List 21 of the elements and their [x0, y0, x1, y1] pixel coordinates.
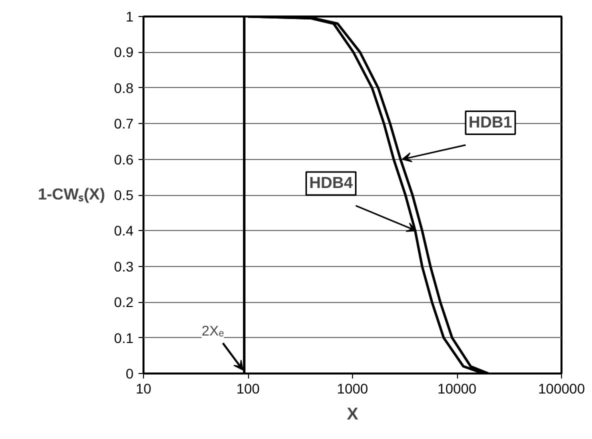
y-tick-label: 0.2 — [114, 294, 134, 310]
y-tick-label: 1 — [126, 8, 134, 24]
x-tick-label: 10000 — [438, 380, 477, 396]
y-tick-label: 0.9 — [114, 44, 134, 60]
x-tick-label: 1000 — [336, 380, 368, 396]
y-tick-label: 0.8 — [114, 80, 134, 96]
y-tick-label: 0.3 — [114, 258, 134, 274]
x-tick-label: 10 — [136, 380, 152, 396]
ref-line-label: 2Xₑ — [202, 322, 224, 339]
y-tick-label: 0.7 — [114, 116, 134, 132]
y-tick-label: 0.6 — [114, 151, 134, 168]
x-tick-label: 100000 — [538, 380, 586, 396]
text: HDB4 — [309, 175, 353, 192]
y-tick-label: 0.4 — [114, 222, 134, 239]
text: HDB1 — [468, 114, 512, 132]
x-axis-title: X — [346, 404, 359, 424]
y-tick-label: 0.1 — [114, 330, 134, 346]
y-axis-title: 1-CWₛ(X) — [38, 186, 106, 204]
y-tick-label: 0.5 — [114, 187, 134, 203]
y-tick-label: 0 — [126, 366, 134, 382]
x-tick-label: 100 — [236, 380, 260, 396]
